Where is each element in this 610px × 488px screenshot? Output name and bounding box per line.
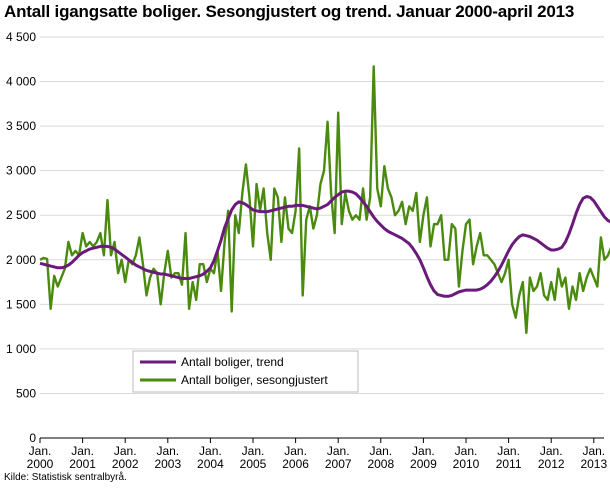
x-tick-label-year: 2012 [538,457,565,470]
gridlines [40,36,604,394]
x-tick-label-year: 2003 [154,457,181,470]
x-tick-label-month: Jan. [199,444,222,458]
y-tick-label: 500 [16,386,36,400]
x-tick-label-month: Jan. [497,444,520,458]
x-tick-label-year: 2000 [27,457,54,470]
x-tick-label-year: 2008 [367,457,394,470]
legend-label-seasonal: Antall boliger, sesongjustert [181,373,328,387]
x-tick-label-year: 2007 [325,457,352,470]
x-tick-label-year: 2002 [112,457,139,470]
y-tick-label: 0 [29,431,36,445]
x-tick-label-month: Jan. [71,444,94,458]
series-layer [39,65,610,335]
y-tick-label: 4 500 [6,30,36,44]
x-tick-label-year: 2010 [453,457,480,470]
y-tick-label: 4 000 [6,75,36,89]
series-line-seasonal [39,65,610,335]
legend: Antall boliger, trend Antall boliger, se… [132,350,359,393]
x-tick-label-month: Jan. [455,444,478,458]
x-axis-tick-labels: Jan.2000Jan.2001Jan.2002Jan.2003Jan.2004… [27,438,607,470]
line-chart: 0 500 1 000 1 500 2 000 2 500 3 000 3 500 4 000 4… [6,30,610,470]
x-tick-label-month: Jan. [29,444,52,458]
y-tick-label: 3 500 [6,119,36,133]
x-tick-label-month: Jan. [156,444,179,458]
x-tick-label-month: Jan. [582,444,605,458]
y-tick-label: 2 000 [6,253,36,267]
legend-label-trend: Antall boliger, trend [181,355,284,369]
chart-title: Antall igangsatte boliger. Sesongjustert… [4,2,575,21]
x-tick-label-month: Jan. [412,444,435,458]
y-tick-label: 3 000 [6,164,36,178]
x-tick-label-year: 2013 [580,457,607,470]
x-tick-label-month: Jan. [242,444,265,458]
y-tick-label: 2 500 [6,208,36,222]
x-tick-label-year: 2001 [69,457,96,470]
x-tick-label-year: 2006 [282,457,309,470]
x-tick-label-month: Jan. [114,444,137,458]
x-tick-label-month: Jan. [369,444,392,458]
x-tick-label-month: Jan. [327,444,350,458]
x-tick-label-month: Jan. [284,444,307,458]
y-tick-label: 1 000 [6,342,36,356]
x-tick-label-year: 2009 [410,457,437,470]
x-tick-label-year: 2011 [496,457,522,470]
x-tick-label-year: 2004 [197,457,224,470]
x-tick-label-month: Jan. [540,444,563,458]
x-tick-label-year: 2005 [240,457,267,470]
source-note: Kilde: Statistisk sentralbyrå. [4,472,127,483]
series-line-trend [39,189,610,298]
legend-box [132,350,359,393]
y-tick-label: 1 500 [6,297,36,311]
y-axis-tick-labels: 0 500 1 000 1 500 2 000 2 500 3 000 3 500 4 000 4… [6,30,36,445]
